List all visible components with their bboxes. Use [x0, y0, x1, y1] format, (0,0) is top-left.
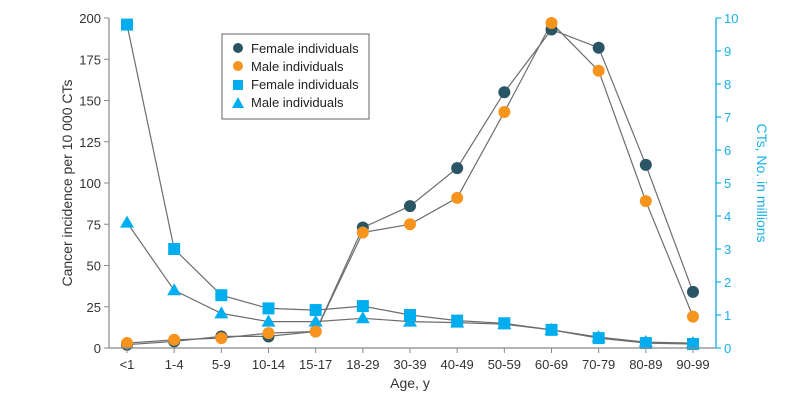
x-tick-label: 60-69 — [535, 357, 568, 372]
data-point-female-incidence — [451, 162, 464, 175]
series-lines — [126, 21, 694, 346]
data-point-female-cts — [121, 18, 133, 31]
data-point-male-incidence — [356, 226, 369, 239]
data-point-female-cts — [168, 243, 181, 255]
y-tick-label: 125 — [79, 135, 101, 150]
series-line-0 — [126, 28, 694, 346]
data-point-male-incidence — [262, 327, 275, 340]
legend-label-female-incidence: Female individuals — [251, 41, 359, 56]
data-point-male-cts — [214, 306, 229, 319]
y-tick-label: 75 — [87, 217, 101, 232]
x-tick-label: 40-49 — [441, 357, 474, 372]
data-point-male-cts — [403, 314, 417, 327]
legend-box — [221, 33, 370, 120]
data-point-male-cts — [308, 314, 323, 327]
y2-tick-label: 6 — [724, 143, 731, 158]
x-tick-label: 15-17 — [299, 357, 332, 372]
data-point-male-cts — [355, 311, 370, 324]
data-point-male-cts — [450, 315, 465, 328]
x-tick-label: 70-79 — [582, 357, 615, 372]
data-point-female-cts — [262, 302, 275, 315]
data-point-male-cts — [497, 317, 512, 330]
data-point-female-incidence — [404, 200, 416, 213]
data-point-female-cts — [309, 304, 322, 317]
data-point-male-incidence — [215, 332, 228, 345]
legend-label-male-cts: Male individuals — [251, 95, 344, 110]
y-tick-label: 25 — [87, 300, 101, 315]
y2-tick-label: 7 — [724, 110, 731, 125]
data-point-male-incidence — [498, 106, 511, 119]
legend-marker-male-triangle — [232, 97, 244, 108]
legend-label-male-incidence: Male individuals — [251, 59, 344, 74]
data-point-male-cts — [591, 330, 606, 343]
data-point-male-incidence — [309, 325, 322, 338]
y-tick-label: 50 — [87, 259, 101, 274]
x-tick-label: 50-59 — [488, 357, 521, 372]
data-point-male-incidence — [404, 218, 416, 231]
data-point-male-cts — [120, 215, 134, 228]
data-point-female-incidence — [687, 285, 699, 298]
y2-tick-label: 2 — [724, 275, 731, 290]
y2-tick-label: 0 — [724, 341, 731, 356]
x-tick-label: <1 — [120, 357, 135, 372]
legend-marker-male-circle — [233, 61, 243, 71]
data-point-male-cts — [638, 335, 653, 348]
y2-tick-label: 8 — [724, 77, 731, 92]
legend-marker-female-circle — [233, 43, 243, 53]
y2-axis-title: CTs, No. in millions — [754, 123, 770, 242]
data-point-male-incidence — [121, 337, 133, 350]
y2-tick-label: 4 — [724, 209, 731, 224]
x-tick-label: 10-14 — [252, 357, 285, 372]
x-tick-label: 18-29 — [346, 357, 379, 372]
data-point-male-incidence — [639, 195, 652, 208]
data-point-male-incidence — [687, 310, 699, 323]
y-tick-label: 100 — [79, 176, 101, 191]
x-tick-label: 1-4 — [165, 357, 184, 372]
data-point-male-incidence — [592, 64, 605, 77]
x-axis-title: Age, y — [390, 375, 430, 391]
legend: Female individuals Male individuals Fema… — [221, 33, 370, 120]
data-point-male-incidence — [545, 16, 558, 29]
data-point-female-cts — [356, 300, 369, 313]
x-tick-label: 80-89 — [629, 357, 662, 372]
y2-tick-label: 10 — [724, 11, 738, 26]
y2-tick-label: 1 — [724, 308, 731, 323]
x-tick-label: 5-9 — [212, 357, 231, 372]
y2-tick-label: 3 — [724, 242, 731, 257]
data-point-female-cts — [215, 289, 228, 302]
data-point-male-cts — [544, 322, 559, 335]
data-point-female-incidence — [498, 86, 511, 99]
y-tick-label: 0 — [94, 341, 101, 356]
data-point-male-cts — [261, 314, 276, 327]
legend-marker-female-square — [233, 80, 243, 90]
x-tick-label: 90-99 — [676, 357, 709, 372]
y-axis-title: Cancer incidence per 10 000 CTs — [59, 79, 75, 286]
y2-tick-label: 5 — [724, 176, 731, 191]
data-point-female-incidence — [592, 41, 605, 54]
y-tick-label: 175 — [79, 52, 101, 67]
data-point-female-incidence — [639, 158, 652, 171]
x-tick-label: 30-39 — [393, 357, 426, 372]
y-tick-label: 150 — [79, 94, 101, 109]
data-point-male-incidence — [451, 191, 464, 204]
data-point-male-incidence — [168, 333, 181, 346]
y-tick-label: 200 — [79, 11, 101, 26]
data-point-male-cts — [686, 336, 700, 349]
data-point-male-cts — [167, 283, 182, 296]
y2-tick-label: 9 — [724, 44, 731, 59]
series-markers — [120, 16, 700, 351]
legend-label-female-cts: Female individuals — [251, 77, 359, 92]
